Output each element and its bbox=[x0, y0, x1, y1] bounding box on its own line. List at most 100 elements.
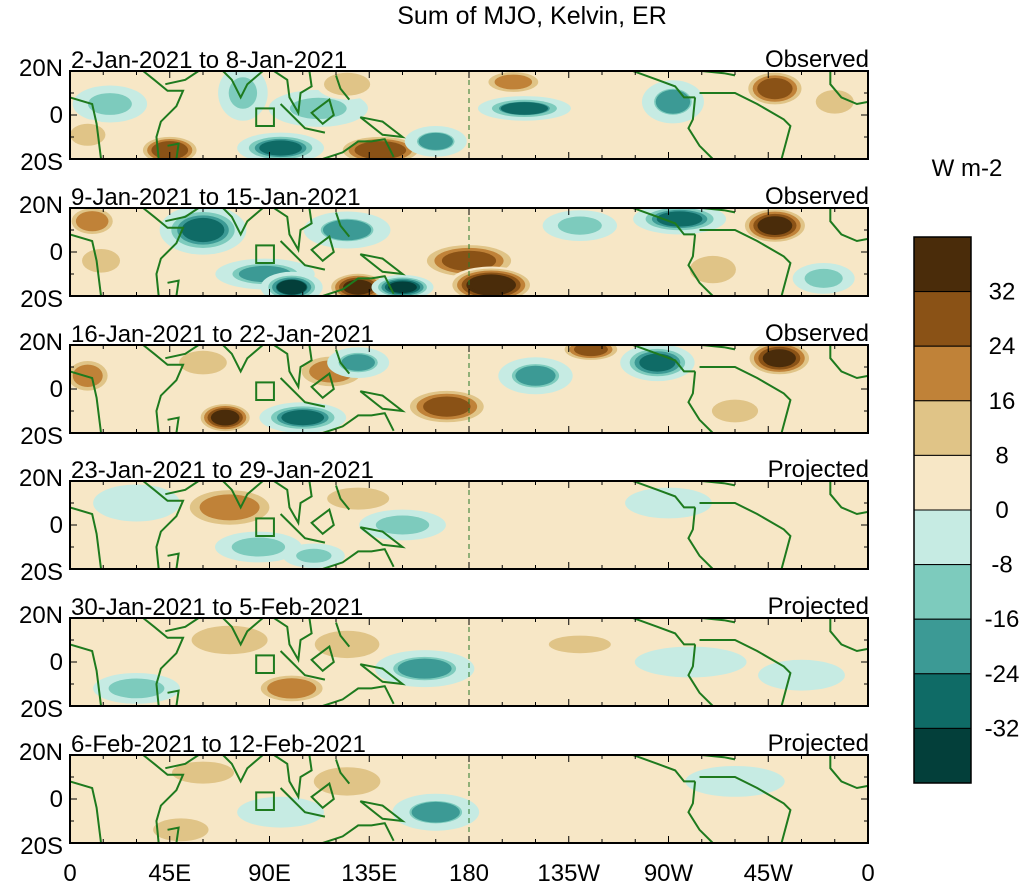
coastline-13 bbox=[687, 507, 714, 569]
coastline-11 bbox=[322, 685, 395, 706]
coastline-12 bbox=[632, 71, 696, 99]
anomaly-contour-2-3 bbox=[71, 124, 104, 145]
coastline-16 bbox=[829, 208, 868, 243]
colorbar-bin bbox=[913, 454, 972, 511]
colorbar-bin bbox=[913, 564, 972, 620]
coastline-1 bbox=[70, 233, 103, 296]
colorbar-frame bbox=[913, 236, 972, 784]
anomaly-contour-2-2 bbox=[107, 490, 166, 516]
coastline-4 bbox=[167, 826, 180, 843]
coastline-3 bbox=[165, 618, 200, 633]
coastline-2 bbox=[142, 481, 185, 569]
coastline-13 bbox=[687, 97, 714, 159]
colorbar-tick-label: -16 bbox=[985, 606, 1020, 633]
lat-tick-label: 0 bbox=[50, 239, 63, 266]
lat-tick-label: 0 bbox=[50, 649, 63, 676]
coastline-3 bbox=[165, 208, 200, 223]
region-box bbox=[255, 107, 275, 128]
anomaly-contour-5-3 bbox=[108, 678, 165, 699]
coastline-11 bbox=[322, 412, 395, 433]
anomaly-contour-3-6 bbox=[211, 410, 239, 425]
lon-tick-label: 135E bbox=[341, 860, 397, 887]
coastline-2 bbox=[142, 618, 185, 706]
panel-period: 30-Jan-2021 to 5-Feb-2021 bbox=[71, 594, 363, 621]
colorbar-bin bbox=[913, 673, 972, 729]
anomaly-contour-6-5 bbox=[358, 142, 402, 158]
colorbar-bin bbox=[913, 727, 972, 784]
anomaly-contour-8-4 bbox=[322, 219, 372, 241]
coastline-14 bbox=[699, 229, 792, 296]
anomaly-contour-7-2 bbox=[528, 505, 610, 528]
coastline-5 bbox=[222, 345, 264, 374]
coastline-10 bbox=[359, 116, 406, 139]
coastline-8 bbox=[310, 507, 335, 536]
anomaly-contour-7-2 bbox=[652, 651, 729, 673]
coastline-3 bbox=[165, 481, 200, 496]
colorbar-tick-label: -8 bbox=[991, 552, 1012, 579]
region-box bbox=[255, 244, 275, 264]
anomaly-contour-9-4 bbox=[418, 132, 453, 150]
coastline-2 bbox=[142, 208, 185, 296]
anomaly-contour-1-4 bbox=[202, 495, 258, 520]
coastline-8 bbox=[310, 781, 335, 810]
lat-tick-label: 20N bbox=[19, 55, 63, 82]
coastline-6 bbox=[273, 481, 313, 526]
coastline-16 bbox=[829, 345, 868, 380]
coastline-11 bbox=[322, 138, 395, 159]
coastline-8 bbox=[310, 97, 335, 126]
anomaly-contour-11-5 bbox=[762, 349, 796, 368]
coastline-10 bbox=[359, 663, 406, 686]
lat-tick-label: 0 bbox=[50, 102, 63, 129]
lon-tick-label: 135W bbox=[537, 860, 600, 887]
coastline-12 bbox=[632, 618, 696, 646]
anomaly-contour-13-5 bbox=[759, 79, 791, 98]
anomaly-contour-6-5 bbox=[343, 279, 374, 295]
coastline-5 bbox=[222, 208, 264, 237]
coastline-3 bbox=[165, 345, 200, 360]
coastline-16 bbox=[829, 755, 868, 790]
anomaly-contour-14-3 bbox=[820, 92, 850, 111]
anomaly-contour-10-5 bbox=[639, 353, 676, 372]
colorbar-bin bbox=[913, 400, 972, 456]
anomaly-contour-8-2 bbox=[639, 492, 698, 514]
coastline-12 bbox=[632, 481, 696, 509]
coastline-5 bbox=[222, 618, 264, 647]
anomaly-contour-7-6 bbox=[388, 281, 417, 293]
coastline-14 bbox=[699, 639, 792, 706]
lat-tick-label: 20N bbox=[19, 739, 63, 766]
coastlines bbox=[70, 618, 868, 706]
anomaly-contour-3-5 bbox=[181, 217, 225, 243]
coastline-14 bbox=[699, 366, 792, 433]
region-box bbox=[255, 381, 275, 401]
anomaly-contour-5-6 bbox=[276, 279, 307, 295]
colorbar-tick-label: 32 bbox=[989, 279, 1016, 306]
anomaly-contour-2-3 bbox=[157, 820, 204, 840]
coastline-4 bbox=[167, 416, 180, 433]
colorbar-bin bbox=[913, 509, 972, 566]
panel-status: Observed bbox=[765, 183, 869, 210]
region-box bbox=[255, 517, 275, 538]
panel-2: 20N 0 20S 9-Jan-2021 to 15-Jan-2021 Observed bbox=[19, 183, 869, 313]
anomaly-contour-15-3 bbox=[804, 268, 843, 288]
panel-status: Projected bbox=[768, 730, 869, 757]
lat-tick-label: 20S bbox=[20, 286, 63, 313]
anomaly-contour-9-5 bbox=[443, 251, 495, 271]
anomaly-contour-6-2 bbox=[545, 785, 636, 813]
coastline-8 bbox=[310, 371, 335, 400]
lon-tick-label: 90W bbox=[644, 860, 694, 887]
coastline-6 bbox=[273, 345, 313, 390]
coastline-12 bbox=[632, 345, 696, 373]
colorbar-tick-label: 24 bbox=[989, 333, 1016, 360]
region-box bbox=[255, 791, 275, 812]
coastline-8 bbox=[310, 644, 335, 673]
lat-tick-label: 0 bbox=[50, 786, 63, 813]
panel-period: 2-Jan-2021 to 8-Jan-2021 bbox=[71, 47, 347, 74]
coastline-7 bbox=[279, 650, 326, 681]
anomaly-field bbox=[70, 345, 814, 433]
coastline-16 bbox=[829, 618, 868, 653]
anomaly-contour-8-4 bbox=[515, 365, 556, 386]
coastline-1 bbox=[70, 96, 103, 159]
coastline-7 bbox=[279, 103, 326, 134]
coastline-3 bbox=[165, 71, 200, 86]
coastline-5 bbox=[222, 71, 264, 100]
